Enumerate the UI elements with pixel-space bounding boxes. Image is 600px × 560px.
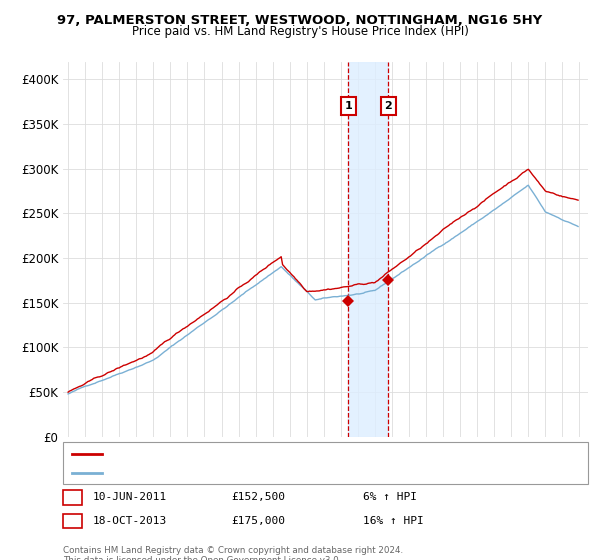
Text: Contains HM Land Registry data © Crown copyright and database right 2024.
This d: Contains HM Land Registry data © Crown c…: [63, 546, 403, 560]
Text: 16% ↑ HPI: 16% ↑ HPI: [363, 516, 424, 526]
Text: 6% ↑ HPI: 6% ↑ HPI: [363, 492, 417, 502]
Text: 1: 1: [69, 492, 76, 502]
Text: £152,500: £152,500: [231, 492, 285, 502]
Text: 18-OCT-2013: 18-OCT-2013: [93, 516, 167, 526]
Text: 97, PALMERSTON STREET, WESTWOOD, NOTTINGHAM, NG16 5HY (detached house): 97, PALMERSTON STREET, WESTWOOD, NOTTING…: [108, 449, 525, 459]
Text: 2: 2: [385, 101, 392, 111]
Text: HPI: Average price, detached house, Ashfield: HPI: Average price, detached house, Ashf…: [108, 468, 333, 478]
Text: Price paid vs. HM Land Registry's House Price Index (HPI): Price paid vs. HM Land Registry's House …: [131, 25, 469, 38]
Bar: [349, 62, 388, 437]
Text: 2: 2: [69, 516, 76, 526]
Text: 97, PALMERSTON STREET, WESTWOOD, NOTTINGHAM, NG16 5HY: 97, PALMERSTON STREET, WESTWOOD, NOTTING…: [58, 14, 542, 27]
Text: £175,000: £175,000: [231, 516, 285, 526]
Text: 1: 1: [344, 101, 352, 111]
Text: 10-JUN-2011: 10-JUN-2011: [93, 492, 167, 502]
